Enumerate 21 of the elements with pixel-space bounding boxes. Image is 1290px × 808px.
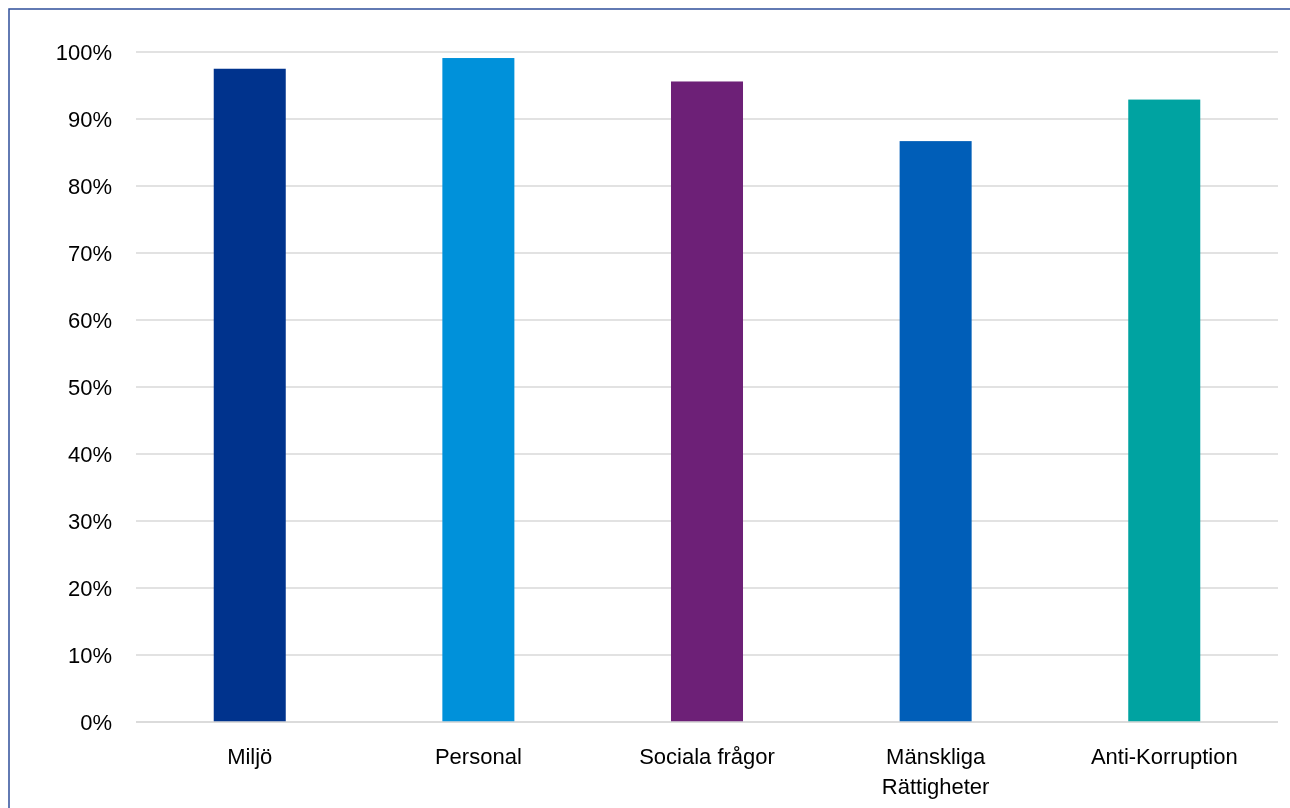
bar	[899, 141, 972, 722]
y-tick-label: 30%	[67, 508, 112, 534]
y-tick-label: 10%	[67, 642, 112, 668]
y-tick-label: 40%	[67, 441, 112, 467]
bar	[1128, 99, 1201, 722]
x-tick-label: Personal	[434, 744, 522, 769]
bar	[213, 68, 286, 722]
y-tick-label: 80%	[67, 173, 112, 199]
x-tick-label: Anti-Korruption	[1090, 744, 1238, 769]
x-tick-label: Miljö	[227, 744, 273, 769]
y-tick-label: 70%	[67, 240, 112, 266]
x-tick-label: Mänskliga Rättigheter	[881, 744, 990, 799]
bar	[670, 81, 744, 722]
y-tick-label: 50%	[67, 374, 112, 400]
y-tick-label: 20%	[67, 575, 112, 601]
y-tick-label: 90%	[67, 106, 112, 132]
y-tick-label: 60%	[67, 307, 112, 333]
bar	[442, 58, 515, 722]
x-tick-label: Sociala frågor	[639, 744, 775, 769]
y-tick-label: 100%	[55, 39, 112, 65]
y-tick-label: 0%	[80, 709, 112, 735]
